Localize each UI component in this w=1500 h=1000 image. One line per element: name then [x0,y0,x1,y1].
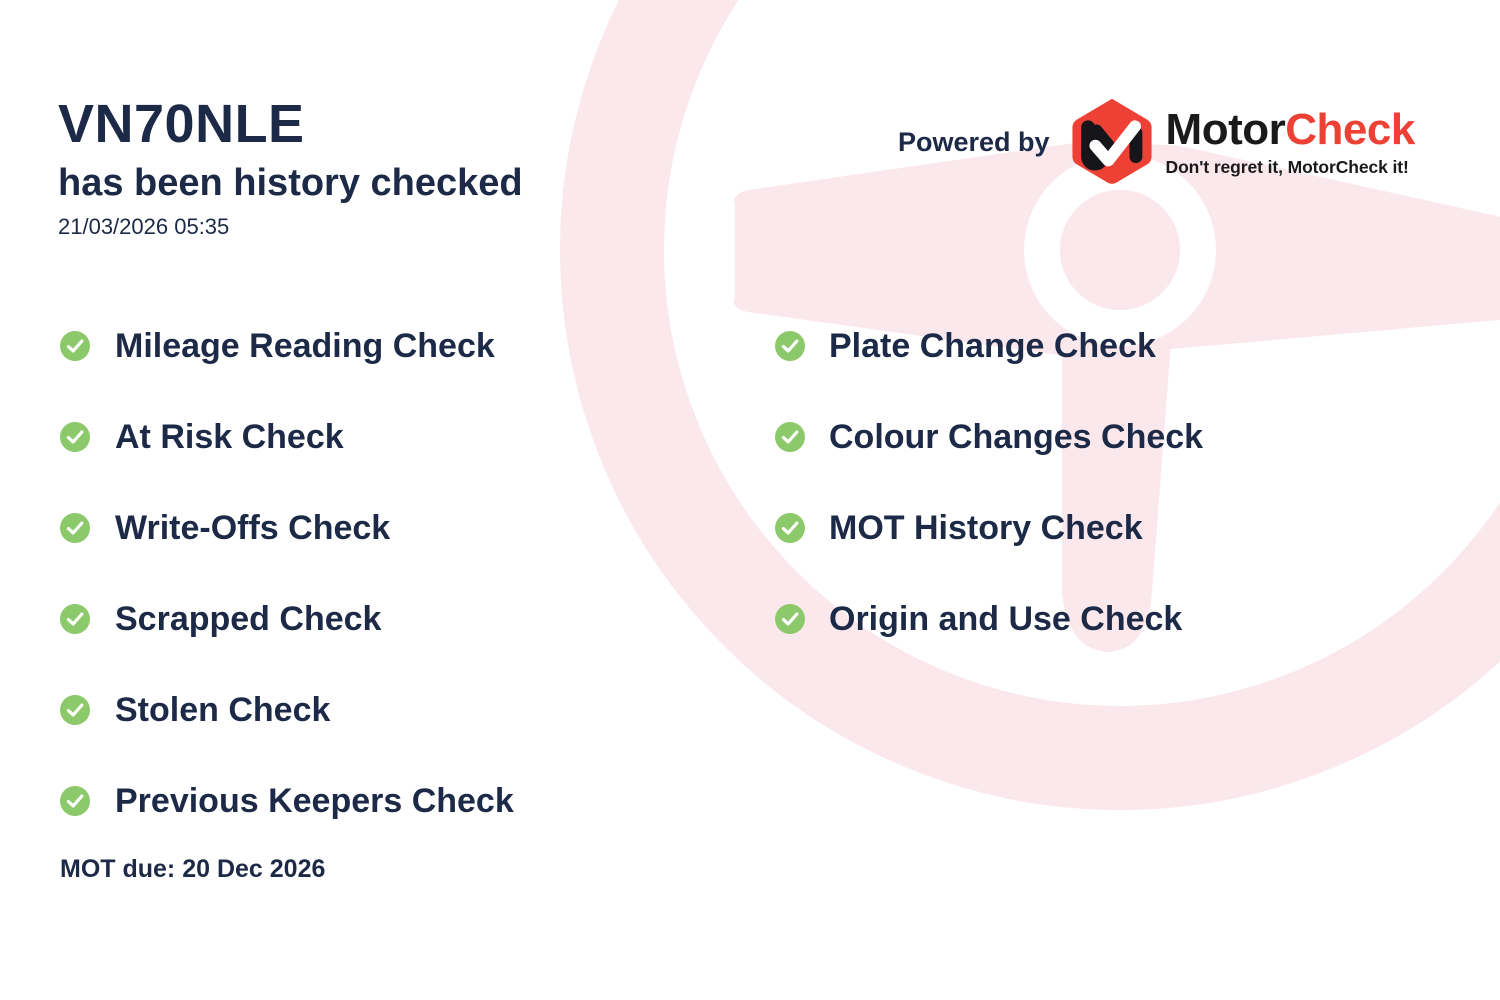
check-label: MOT History Check [829,508,1143,547]
check-label: Colour Changes Check [829,417,1204,456]
motorcheck-hexagon-logo [1071,98,1152,184]
check-label: Write-Offs Check [115,508,391,547]
status-line: has been history checked [58,161,523,204]
check-row: Scrapped Check [60,573,740,664]
green-check-circle-icon [60,330,90,361]
checks-left-column: Mileage Reading Check At Risk Check Writ… [60,300,740,846]
check-label: Previous Keepers Check [115,781,514,820]
check-row: Colour Changes Check [775,391,1435,482]
check-label: Plate Change Check [829,326,1156,365]
check-row: Origin and Use Check [775,573,1435,664]
green-check-circle-icon [775,512,805,543]
green-check-circle-icon [60,603,90,634]
brand-tagline: Don't regret it, MotorCheck it! [1165,157,1409,177]
check-row: Mileage Reading Check [60,300,740,391]
brand-wordmark: MotorCheck [1165,105,1416,154]
powered-by-label: Powered by [898,126,1050,157]
header-block: VN70NLE has been history checked 21/03/2… [58,96,523,240]
green-check-circle-icon [60,421,90,452]
check-timestamp: 21/03/2026 05:35 [58,214,230,240]
check-label: At Risk Check [115,417,344,456]
mot-due-text: MOT due: 20 Dec 2026 [60,855,326,883]
check-row: At Risk Check [60,391,740,482]
green-check-circle-icon [775,603,805,634]
check-row: Plate Change Check [775,300,1435,391]
check-label: Scrapped Check [115,599,382,638]
wordmark-check: Check [1285,105,1415,154]
green-check-circle-icon [60,785,90,816]
green-check-circle-icon [775,330,805,361]
check-row: Stolen Check [60,664,740,755]
green-check-circle-icon [60,512,90,543]
check-label: Stolen Check [115,690,331,729]
wheel-hub [1060,190,1180,310]
check-label: Mileage Reading Check [115,326,495,365]
check-label: Origin and Use Check [829,599,1183,638]
check-row: Write-Offs Check [60,482,740,573]
registration-plate: VN70NLE [58,94,305,154]
branding-block: Powered by MotorCheck Don't regret it, M… [898,96,1415,188]
green-check-circle-icon [775,421,805,452]
brand-wordmark-block: MotorCheck Don't regret it, MotorCheck i… [1165,105,1416,178]
check-row: Previous Keepers Check [60,755,740,846]
green-check-circle-icon [60,694,90,725]
check-row: MOT History Check [775,482,1435,573]
checks-right-column: Plate Change Check Colour Changes Check … [775,300,1435,664]
wordmark-motor: Motor [1165,105,1286,154]
